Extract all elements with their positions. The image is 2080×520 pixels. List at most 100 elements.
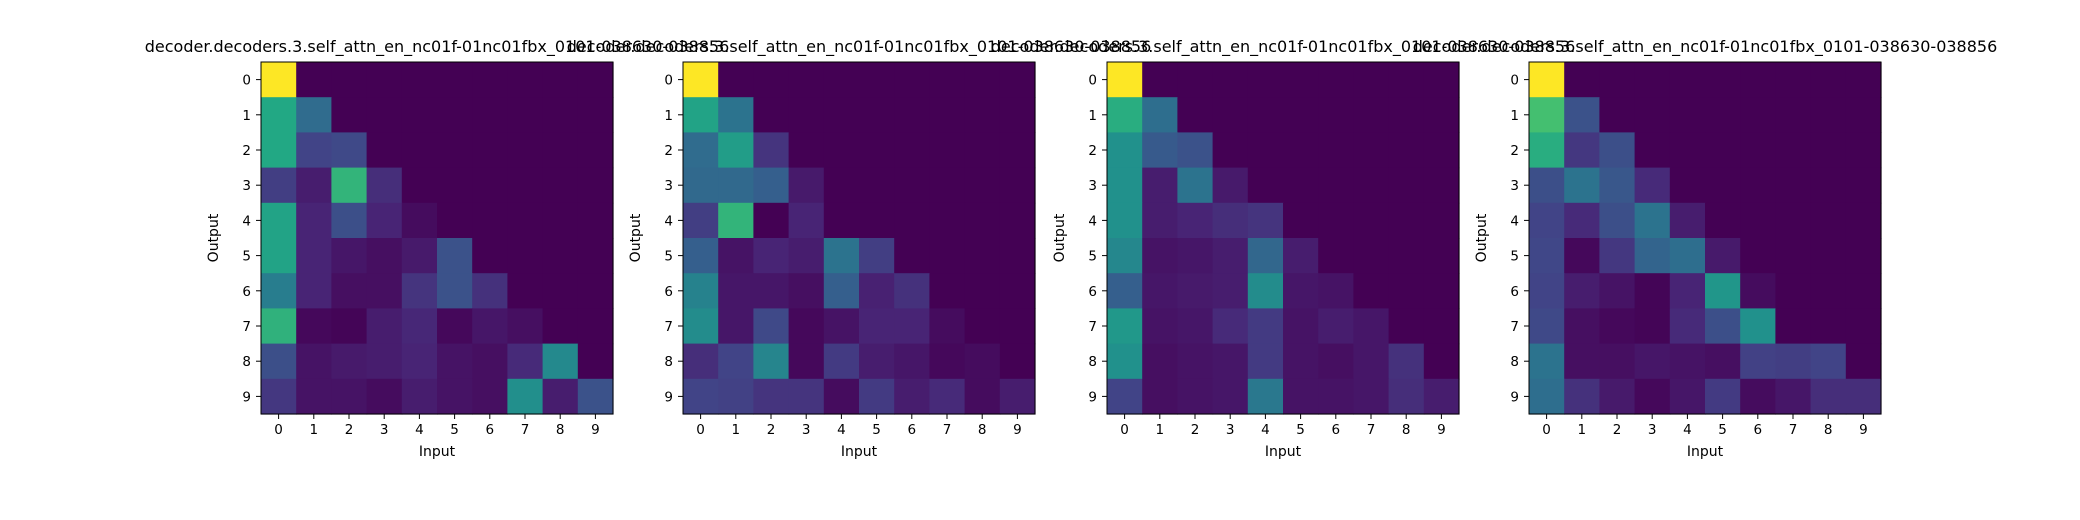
- heatmap-cell: [823, 202, 860, 239]
- heatmap-cell: [1564, 167, 1600, 204]
- y-tick-label: 1: [664, 108, 673, 124]
- y-tick-label: 1: [1088, 108, 1097, 124]
- heatmap-cell: [1599, 273, 1636, 309]
- x-tick-label: 3: [380, 422, 389, 438]
- y-axis-label: Output: [628, 213, 644, 262]
- y-tick-label: 9: [664, 389, 673, 405]
- heatmap-cell: [261, 238, 297, 274]
- heatmap-cell: [1247, 132, 1284, 169]
- heatmap-cell: [261, 343, 297, 380]
- heatmap-cell: [1705, 62, 1741, 98]
- x-tick-label: 1: [732, 422, 741, 438]
- heatmap-cell: [1353, 202, 1390, 239]
- heatmap-cell: [1529, 167, 1565, 204]
- heatmap-cell: [1810, 308, 1847, 345]
- heatmap-cell: [1212, 238, 1249, 274]
- x-tick-label: 3: [1648, 422, 1657, 438]
- x-tick-label: 5: [1718, 422, 1727, 438]
- heatmap-cell: [1247, 167, 1284, 204]
- heatmap-cell: [1353, 238, 1390, 274]
- heatmap-cell: [1740, 273, 1776, 309]
- x-tick-label: 2: [1191, 422, 1200, 438]
- heatmap-cell: [1177, 238, 1214, 274]
- x-tick-label: 0: [1542, 422, 1551, 438]
- heatmap-cell: [718, 273, 754, 309]
- heatmap-cell: [823, 238, 860, 274]
- heatmap-cell: [1212, 202, 1249, 239]
- heatmap-cell: [1529, 308, 1565, 345]
- heatmap-cell: [437, 167, 473, 204]
- x-tick-label: 2: [345, 422, 354, 438]
- heatmap-cell: [1529, 97, 1565, 133]
- heatmap-cell: [1775, 343, 1812, 380]
- x-tick-label: 2: [767, 422, 776, 438]
- heatmap-cell: [788, 238, 825, 274]
- heatmap-cell: [1142, 167, 1178, 204]
- heatmap-cell: [1318, 202, 1354, 239]
- x-tick-label: 3: [802, 422, 811, 438]
- heatmap-cell: [718, 202, 754, 239]
- heatmap-cell: [683, 343, 719, 380]
- heatmap-cell: [718, 238, 754, 274]
- heatmap-cell: [788, 378, 825, 415]
- heatmap-cell: [788, 343, 825, 380]
- heatmap-cell: [823, 378, 860, 415]
- heatmap-cell: [929, 97, 966, 133]
- x-tick-label: 1: [1156, 422, 1165, 438]
- heatmap-cell: [683, 273, 719, 309]
- heatmap-cell: [1177, 202, 1214, 239]
- panel-title: decoder.decoders.3.self_attn_en_nc01f-01…: [991, 37, 1576, 57]
- heatmap-cell: [1142, 202, 1178, 239]
- heatmap-cell: [999, 308, 1036, 345]
- heatmap-cell: [296, 132, 332, 169]
- y-tick-label: 7: [1088, 319, 1097, 335]
- heatmap-cell: [366, 167, 403, 204]
- heatmap-cell: [1212, 62, 1249, 98]
- heatmap-cell: [859, 343, 895, 380]
- heatmap-cell: [1564, 308, 1600, 345]
- y-tick-label: 7: [242, 319, 251, 335]
- heatmap-cell: [718, 97, 754, 133]
- heatmap-cell: [472, 132, 508, 169]
- x-tick-label: 1: [1578, 422, 1587, 438]
- heatmap-cell: [964, 202, 1001, 239]
- heatmap-cell: [1107, 97, 1143, 133]
- heatmap-cell: [1283, 238, 1319, 274]
- heatmap-cell: [366, 378, 403, 415]
- heatmap-cell: [823, 97, 860, 133]
- heatmap-cell: [1740, 62, 1776, 98]
- x-tick-label: 1: [310, 422, 319, 438]
- heatmap-cell: [894, 167, 930, 204]
- heatmap-cell: [753, 343, 790, 380]
- y-tick-label: 5: [664, 249, 673, 265]
- heatmap-cell: [1353, 167, 1390, 204]
- x-axis-label: Input: [419, 444, 456, 460]
- heatmap-cell: [331, 343, 368, 380]
- heatmap-cell: [472, 378, 508, 415]
- heatmap-cell: [1669, 132, 1706, 169]
- y-tick-label: 9: [242, 389, 251, 405]
- y-tick-label: 1: [1510, 108, 1519, 124]
- heatmap-cell: [1775, 62, 1812, 98]
- x-tick-label: 5: [1296, 422, 1305, 438]
- y-tick-label: 6: [1088, 284, 1097, 300]
- heatmap-cell: [296, 308, 332, 345]
- heatmap-cell: [753, 97, 790, 133]
- heatmap-cell: [1564, 62, 1600, 98]
- heatmap-cell: [1283, 308, 1319, 345]
- heatmap-cell: [1107, 202, 1143, 239]
- heatmap-cell: [331, 132, 368, 169]
- heatmap-cell: [1423, 132, 1460, 169]
- heatmap-cell: [964, 167, 1001, 204]
- heatmap-cell: [1845, 308, 1882, 345]
- heatmap-cell: [823, 62, 860, 98]
- heatmap-cell: [1775, 238, 1812, 274]
- heatmap-cell: [1529, 238, 1565, 274]
- heatmap-cell: [542, 62, 579, 98]
- heatmap-cell: [823, 343, 860, 380]
- heatmap-cell: [1353, 308, 1390, 345]
- x-tick-label: 7: [1789, 422, 1798, 438]
- heatmap-cell: [859, 238, 895, 274]
- heatmap-cell: [894, 343, 930, 380]
- heatmap-cell: [1564, 97, 1600, 133]
